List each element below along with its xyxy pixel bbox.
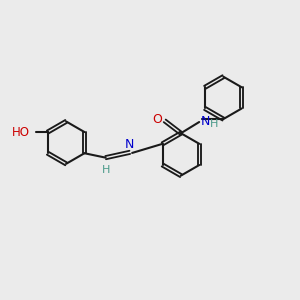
- Text: N: N: [201, 115, 210, 128]
- Text: H: H: [101, 165, 110, 175]
- Text: N: N: [125, 138, 134, 151]
- Text: H: H: [209, 119, 218, 129]
- Text: HO: HO: [12, 125, 30, 139]
- Text: O: O: [152, 113, 162, 126]
